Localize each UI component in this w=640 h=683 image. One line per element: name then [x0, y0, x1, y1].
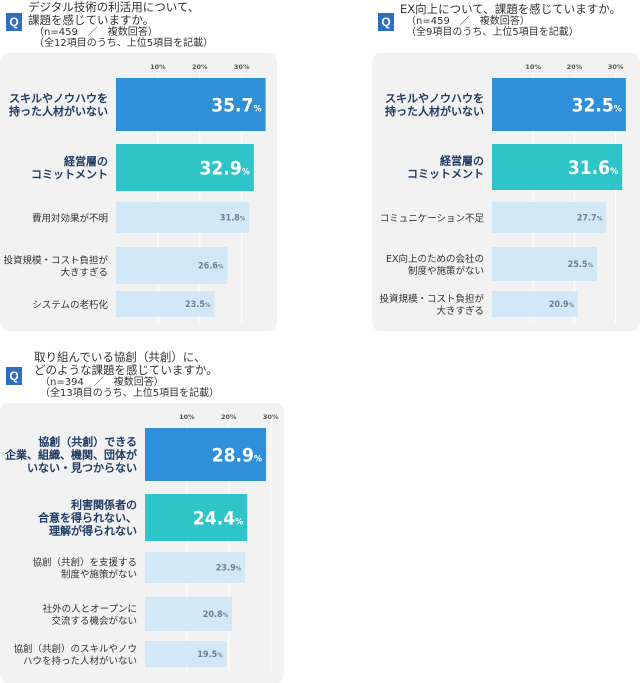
value-label: 31.6%: [568, 157, 618, 179]
question-note: （n=394 ／ 複数回答）: [40, 377, 164, 388]
value-label: 23.5%: [185, 300, 211, 310]
bar: [116, 247, 228, 284]
chart-panel-1: 10% 20% 30% スキルやノウハウを持った人材がいない 35.7% 経営層のコミット…: [0, 53, 277, 331]
question-title-line: EX向上について、課題を感じていますか。: [400, 2, 621, 16]
bar: [116, 78, 266, 131]
category-label: 投資規模・コスト負担が大きすぎる: [379, 293, 484, 317]
question-icon: Q: [6, 13, 22, 31]
bar-chart-3: 10% 20% 30% 協創（共創）できる企業、組織、機関、団体がいない・見つからない…: [4, 413, 279, 673]
tick-label: 20%: [567, 63, 583, 71]
tick-label: 30%: [234, 63, 250, 71]
question-icon: Q: [6, 367, 22, 385]
question-title-line: 課題を感じていますか。: [28, 13, 155, 27]
category-label: 社外の人とオープンに交流する機会がない: [43, 603, 137, 627]
chart-panel-2: 10% 20% 30% スキルやノウハウを持った人材がいない 32.5% 経営層のコミット…: [372, 53, 640, 331]
bar: [145, 428, 267, 481]
category-label: 協創（共創）のスキルやノウハウを持った人材がいない: [13, 643, 137, 667]
value-label: 20.8%: [203, 610, 229, 620]
bar: [145, 552, 246, 583]
category-label: スキルやノウハウを持った人材がいない: [9, 92, 108, 118]
value-label: 25.5%: [568, 260, 594, 270]
category-label: システムの老朽化: [32, 299, 108, 311]
question-title-line: 取り組んでいる協創（共創）に、: [34, 350, 206, 364]
category-label: コミュニケーション不足: [380, 214, 485, 225]
category-label: 費用対効果が不明: [32, 213, 108, 225]
bar: [145, 494, 248, 541]
question-note: （全12項目のうち、上位5項目を記載）: [34, 38, 214, 49]
category-label: 経営層のコミットメント: [31, 154, 108, 181]
category-label: 協創（共創）できる企業、組織、機関、団体がいない・見つからない: [4, 435, 137, 475]
tick-label: 10%: [150, 63, 166, 71]
bar: [116, 202, 250, 233]
tick-label: 10%: [179, 413, 195, 421]
category-label: 投資規模・コスト負担が大きすぎる: [3, 255, 108, 279]
tick-label: 30%: [608, 63, 624, 71]
bar: [116, 291, 215, 317]
value-label: 19.5%: [197, 650, 223, 660]
question-note: （全9項目のうち、上位5項目を記載）: [406, 27, 579, 38]
question-block-3: 取り組んでいる協創（共創）に、 どのような課題を感じていますか。 （n=394 …: [34, 350, 220, 400]
value-label: 35.7%: [211, 95, 261, 117]
bar: [492, 78, 626, 131]
value-label: 32.9%: [200, 158, 250, 180]
bar: [492, 291, 579, 317]
value-label: 32.5%: [572, 95, 622, 117]
bar-chart-2: 10% 20% 30% スキルやノウハウを持った人材がいない 32.5% 経営層のコミット…: [379, 63, 626, 323]
bar: [492, 144, 623, 190]
chart-panel-3: 10% 20% 30% 協創（共創）できる企業、組織、機関、団体がいない・見つからない…: [0, 403, 284, 683]
value-label: 28.9%: [212, 445, 262, 467]
bar: [116, 144, 254, 191]
question-icon: Q: [378, 13, 394, 31]
tick-label: 30%: [263, 413, 279, 421]
value-label: 31.8%: [220, 214, 246, 224]
question-block-2: EX向上について、課題を感じていますか。 （n=459 ／ 複数回答） （全9項…: [400, 2, 621, 39]
question-note: （全13項目のうち、上位5項目を記載）: [40, 388, 220, 399]
bar: [145, 641, 227, 667]
value-label: 26.6%: [198, 262, 224, 272]
tick-label: 20%: [192, 63, 208, 71]
question-title-line: デジタル技術の利活用について、: [28, 0, 200, 14]
value-label: 27.7%: [577, 214, 603, 224]
category-label: EX向上のための会社の制度や施策がない: [386, 253, 484, 277]
question-title-line: どのような課題を感じていますか。: [34, 363, 218, 377]
tick-label: 10%: [525, 63, 541, 71]
category-label: 協創（共創）を支援する制度や施策がない: [32, 557, 137, 581]
value-label: 24.4%: [193, 508, 243, 530]
category-label: スキルやノウハウを持った人材がいない: [385, 92, 484, 118]
question-block-1: デジタル技術の利活用について、 課題を感じていますか。 （n=459 ／ 複数回…: [28, 0, 214, 50]
bar-chart-1: 10% 20% 30% スキルやノウハウを持った人材がいない 35.7% 経営層のコミット…: [3, 63, 266, 323]
category-label: 利害関係者の合意を得られない、理解が得られない: [38, 498, 137, 538]
value-label: 20.9%: [549, 300, 575, 310]
bar: [145, 597, 233, 631]
category-label: 経営層のコミットメント: [407, 154, 484, 181]
tick-label: 20%: [221, 413, 237, 421]
bar: [492, 202, 607, 233]
question-note: （n=459 ／ 複数回答）: [34, 27, 158, 38]
bar: [492, 247, 598, 281]
value-label: 23.9%: [216, 564, 242, 574]
question-note: （n=459 ／ 複数回答）: [406, 16, 530, 27]
